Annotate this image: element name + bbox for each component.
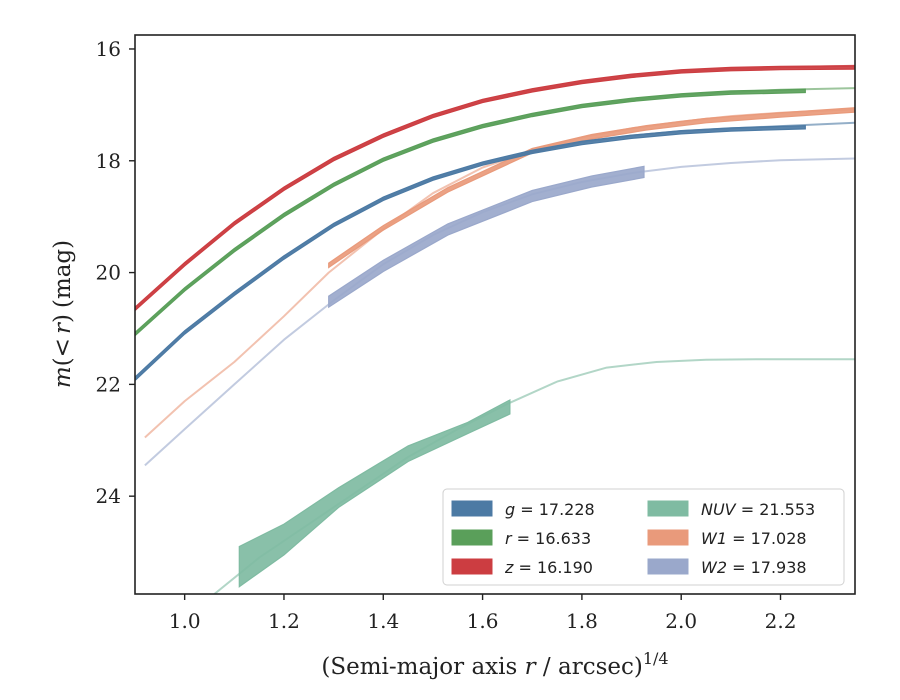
series-layer	[135, 64, 855, 594]
series-nuv	[213, 358, 855, 594]
series-w1-observed-band	[328, 107, 855, 269]
series-r-observed-band	[135, 88, 806, 337]
legend-swatch	[647, 558, 689, 575]
y-tick-label: 20	[96, 261, 121, 285]
legend-entry-w1: W1 = 17.028	[647, 529, 807, 548]
x-axis-title: (Semi-major axis r / arcsec)1/4	[321, 649, 668, 680]
series-r	[135, 87, 855, 337]
legend-label: r = 16.633	[505, 529, 591, 548]
plot-frame	[134, 34, 856, 595]
x-tick-label: 1.8	[566, 609, 598, 633]
x-axis-title-var: r	[525, 654, 538, 680]
series-z	[135, 64, 855, 312]
x-axis: 1.0 1.2 1.4 1.6 1.8 2.0 2.2	[169, 594, 797, 633]
y-axis-title-lt: <	[50, 338, 76, 357]
x-tick-label: 1.4	[367, 609, 399, 633]
y-axis: 16 18 20 22 24	[96, 37, 135, 508]
series-w2	[144, 157, 855, 467]
legend-entry-w2: W2 = 17.938	[647, 558, 807, 577]
x-axis-title-exponent: 1/4	[643, 649, 669, 668]
legend-label: z = 16.190	[504, 558, 593, 577]
legend-label: NUV = 21.553	[701, 500, 815, 519]
series-g-observed-band	[135, 124, 806, 382]
legend-swatch	[451, 558, 493, 575]
legend-entry-r: r = 16.633	[451, 529, 591, 548]
y-axis-title-var: m	[50, 366, 76, 388]
x-tick-label: 2.0	[665, 609, 697, 633]
legend-swatch	[647, 500, 689, 517]
y-axis-title-r: r	[50, 321, 76, 334]
legend-label: g = 17.228	[505, 500, 595, 519]
y-axis-title-open: (	[50, 357, 76, 366]
x-axis-title-prefix: (Semi-major axis	[321, 654, 524, 680]
x-tick-label: 1.6	[467, 609, 499, 633]
series-g	[135, 121, 855, 382]
y-axis-title-unit: (mag)	[50, 240, 76, 308]
legend-entry-g: g = 17.228	[451, 500, 595, 519]
series-w1	[144, 107, 855, 439]
y-axis-title: m(< r) (mag)	[50, 240, 76, 388]
x-tick-label: 1.0	[169, 609, 201, 633]
legend-swatch	[451, 529, 493, 546]
legend-label: W2 = 17.938	[701, 558, 807, 577]
x-tick-label: 2.2	[765, 609, 797, 633]
series-w2-observed-band	[328, 165, 645, 309]
legend-swatch	[647, 529, 689, 546]
y-tick-label: 22	[96, 372, 121, 396]
legend-entry-nuv: NUV = 21.553	[647, 500, 815, 519]
series-z-observed-band	[135, 65, 855, 312]
legend-box	[442, 488, 845, 586]
legend-label: W1 = 17.028	[701, 529, 807, 548]
series-nuv-observed-band	[238, 399, 511, 588]
x-axis-title-suffix: / arcsec)	[536, 654, 643, 680]
series-z-model-line	[135, 64, 855, 310]
y-tick-label: 18	[96, 149, 121, 173]
y-axis-title-close: )	[50, 314, 76, 323]
legend-swatch	[451, 500, 493, 517]
legend-entry-z: z = 16.190	[451, 558, 593, 577]
y-tick-label: 16	[96, 37, 121, 61]
x-tick-label: 1.2	[268, 609, 300, 633]
y-tick-label: 24	[96, 484, 121, 508]
legend: g = 17.228 r = 16.633 z = 16.190 NUV = 21.5…	[442, 488, 845, 586]
